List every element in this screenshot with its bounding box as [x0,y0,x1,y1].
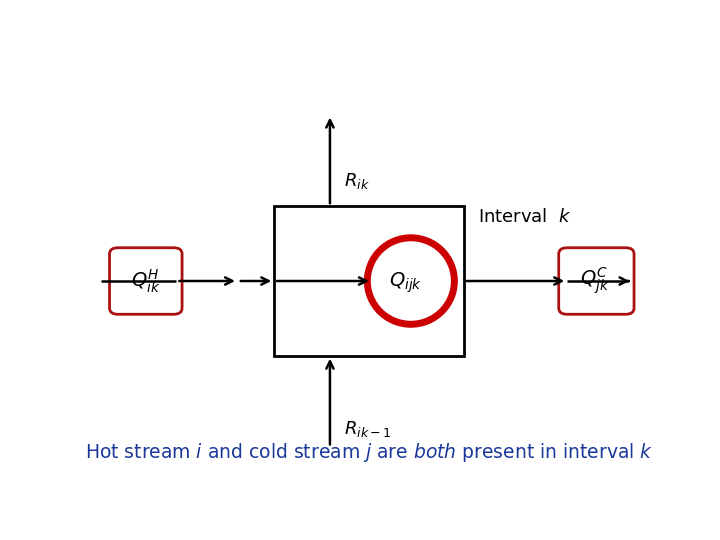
Bar [274,206,464,356]
Ellipse shape [367,238,454,324]
Text: $Q_{ijk}$: $Q_{ijk}$ [389,271,422,295]
FancyBboxPatch shape [109,248,182,314]
Text: Hot stream $i$ and cold stream $j$ are $\mathit{both}$ present in interval $k$: Hot stream $i$ and cold stream $j$ are $… [85,441,653,464]
Text: $R_{ik-1}$: $R_{ik-1}$ [344,418,392,438]
Text: $Q_{jk}^{C}$: $Q_{jk}^{C}$ [580,266,610,296]
Text: $Q_{ik}^{H}$: $Q_{ik}^{H}$ [131,267,161,295]
FancyBboxPatch shape [559,248,634,314]
Text: $R_{ik}$: $R_{ik}$ [344,171,369,191]
Text: Interval  $k$: Interval $k$ [478,207,571,226]
